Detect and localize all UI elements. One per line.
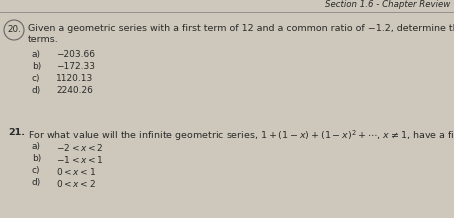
Text: Section 1.6 - Chapter Review: Section 1.6 - Chapter Review — [325, 0, 450, 9]
Text: $-2 < x < 2$: $-2 < x < 2$ — [56, 142, 104, 153]
Text: terms.: terms. — [28, 35, 59, 44]
Text: c): c) — [32, 166, 40, 175]
Text: d): d) — [32, 178, 41, 187]
Text: $-1 < x < 1$: $-1 < x < 1$ — [56, 154, 104, 165]
Text: For what value will the infinite geometric series, $1+(1-x)+(1-x)^2+\cdots$, $x\: For what value will the infinite geometr… — [28, 128, 454, 143]
Text: d): d) — [32, 86, 41, 95]
Text: b): b) — [32, 154, 41, 163]
Text: 2240.26: 2240.26 — [56, 86, 93, 95]
Text: a): a) — [32, 50, 41, 59]
Text: c): c) — [32, 74, 40, 83]
Text: 1120.13: 1120.13 — [56, 74, 93, 83]
Text: $0 < x < 2$: $0 < x < 2$ — [56, 178, 96, 189]
Text: b): b) — [32, 62, 41, 71]
Text: −172.33: −172.33 — [56, 62, 95, 71]
Text: 21.: 21. — [8, 128, 25, 137]
Text: 20.: 20. — [7, 26, 21, 34]
Text: Given a geometric series with a first term of 12 and a common ratio of −1.2, det: Given a geometric series with a first te… — [28, 24, 454, 33]
Text: a): a) — [32, 142, 41, 151]
Text: $0 < x < 1$: $0 < x < 1$ — [56, 166, 96, 177]
Text: −203.66: −203.66 — [56, 50, 95, 59]
